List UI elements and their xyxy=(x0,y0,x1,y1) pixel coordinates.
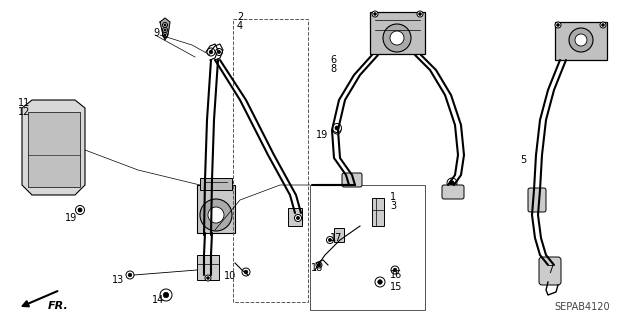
Text: 14: 14 xyxy=(152,295,164,305)
Bar xyxy=(200,178,232,190)
Circle shape xyxy=(128,273,132,277)
Circle shape xyxy=(374,13,376,15)
Circle shape xyxy=(163,27,168,33)
Circle shape xyxy=(316,262,322,268)
Circle shape xyxy=(335,128,339,132)
Circle shape xyxy=(294,214,301,221)
Circle shape xyxy=(555,22,561,28)
Circle shape xyxy=(393,268,397,272)
Text: 11: 11 xyxy=(18,98,30,108)
Text: 17: 17 xyxy=(330,233,342,243)
Circle shape xyxy=(335,126,339,130)
Circle shape xyxy=(375,277,385,287)
Circle shape xyxy=(575,34,587,46)
Bar xyxy=(28,112,80,187)
Circle shape xyxy=(450,181,454,185)
Circle shape xyxy=(207,277,209,279)
Polygon shape xyxy=(160,18,170,40)
Text: 19: 19 xyxy=(65,213,77,223)
Bar xyxy=(370,12,425,54)
Circle shape xyxy=(76,205,84,214)
Circle shape xyxy=(163,292,169,298)
Circle shape xyxy=(126,271,134,279)
Circle shape xyxy=(216,48,223,56)
Text: 9: 9 xyxy=(153,28,159,38)
Circle shape xyxy=(163,33,168,38)
Circle shape xyxy=(207,48,215,56)
Text: 7: 7 xyxy=(547,265,553,275)
Circle shape xyxy=(333,126,341,134)
Circle shape xyxy=(164,24,166,26)
Text: 4: 4 xyxy=(237,21,243,31)
FancyBboxPatch shape xyxy=(539,257,561,285)
Text: 8: 8 xyxy=(330,64,336,74)
Circle shape xyxy=(164,34,166,36)
Circle shape xyxy=(205,275,211,281)
Circle shape xyxy=(600,22,606,28)
Circle shape xyxy=(390,31,404,45)
Circle shape xyxy=(164,29,166,31)
Circle shape xyxy=(296,216,300,219)
Text: 16: 16 xyxy=(390,270,403,280)
Circle shape xyxy=(78,208,82,212)
Circle shape xyxy=(372,11,378,17)
Text: 5: 5 xyxy=(520,155,526,165)
Text: 10: 10 xyxy=(224,271,236,281)
Circle shape xyxy=(160,289,172,301)
Circle shape xyxy=(208,207,224,223)
Text: SEPAB4120: SEPAB4120 xyxy=(554,302,610,312)
Circle shape xyxy=(326,236,333,243)
Circle shape xyxy=(209,50,212,54)
Polygon shape xyxy=(22,100,85,195)
FancyBboxPatch shape xyxy=(528,188,546,212)
FancyBboxPatch shape xyxy=(442,185,464,199)
Text: 6: 6 xyxy=(330,55,336,65)
Text: 2: 2 xyxy=(237,12,243,22)
FancyBboxPatch shape xyxy=(342,173,362,187)
Circle shape xyxy=(317,263,321,266)
Bar xyxy=(555,22,607,60)
Circle shape xyxy=(391,266,399,274)
Circle shape xyxy=(328,238,332,241)
Bar xyxy=(372,198,384,226)
Circle shape xyxy=(333,123,342,132)
Circle shape xyxy=(417,11,423,17)
Circle shape xyxy=(419,13,421,15)
Circle shape xyxy=(557,24,559,26)
Circle shape xyxy=(569,28,593,52)
Circle shape xyxy=(244,270,248,274)
Text: 15: 15 xyxy=(390,282,403,292)
Circle shape xyxy=(383,24,411,52)
Circle shape xyxy=(200,199,232,231)
Bar xyxy=(310,185,425,310)
Text: FR.: FR. xyxy=(48,301,68,311)
Bar xyxy=(197,255,219,280)
Bar xyxy=(197,185,235,233)
Bar xyxy=(233,19,308,302)
Text: 12: 12 xyxy=(18,107,30,117)
Circle shape xyxy=(378,280,382,284)
Circle shape xyxy=(447,178,457,188)
Text: 13: 13 xyxy=(112,275,124,285)
Text: 18: 18 xyxy=(311,263,323,273)
Bar xyxy=(334,228,344,242)
Circle shape xyxy=(602,24,604,26)
Text: 19: 19 xyxy=(316,130,328,140)
Circle shape xyxy=(163,23,168,27)
Text: 3: 3 xyxy=(390,201,396,211)
Bar xyxy=(288,208,302,226)
Circle shape xyxy=(218,50,221,54)
Circle shape xyxy=(242,268,250,276)
Text: 1: 1 xyxy=(390,192,396,202)
